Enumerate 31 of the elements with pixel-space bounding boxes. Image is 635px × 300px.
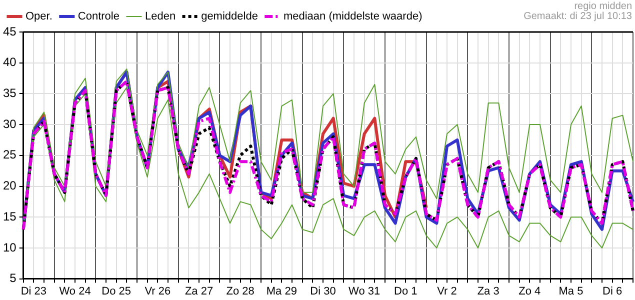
x-tick-label: Wo 31: [348, 285, 380, 298]
x-tick-label: Zo 28: [226, 285, 254, 298]
text: regio midden: [574, 0, 632, 12]
text: Gemaakt: di 23 jul 10:13: [524, 10, 632, 22]
y-tick-label: 20: [2, 178, 17, 193]
x-tick-label: Ma 29: [266, 285, 297, 298]
y-tick-label: 45: [2, 24, 17, 38]
y-tick-label: 10: [2, 240, 17, 254]
legend-label: Oper.: [26, 10, 52, 23]
y-tick-label: 5: [10, 271, 17, 286]
y-tick-label: 40: [2, 55, 17, 70]
y-tick-label: 30: [2, 116, 17, 131]
x-tick-label: Do 1: [394, 285, 418, 298]
x-tick-label: Vr 2: [437, 285, 457, 298]
legend-label: Leden: [144, 10, 176, 23]
x-tick-label: Zo 4: [518, 285, 541, 298]
x-tick-label: Di 30: [310, 285, 336, 298]
legend-label: Controle: [78, 10, 120, 23]
x-tick-label: Za 3: [477, 285, 500, 298]
x-tick-label: Ma 5: [558, 285, 584, 298]
x-tick-label: Di 6: [602, 285, 622, 298]
y-tick-label: 15: [2, 209, 17, 224]
y-tick-label: 35: [2, 86, 17, 100]
x-tick-label: Do 25: [102, 285, 132, 298]
x-tick-label: Di 23: [20, 285, 47, 298]
legend-label: mediaan (middelste waarde): [283, 10, 422, 23]
legend-label: gemiddelde: [201, 10, 258, 23]
y-tick-label: 25: [2, 148, 17, 162]
x-tick-label: Wo 24: [59, 285, 91, 298]
x-tick-label: Vr 26: [144, 285, 171, 298]
x-tick-label: Za 27: [184, 285, 214, 298]
